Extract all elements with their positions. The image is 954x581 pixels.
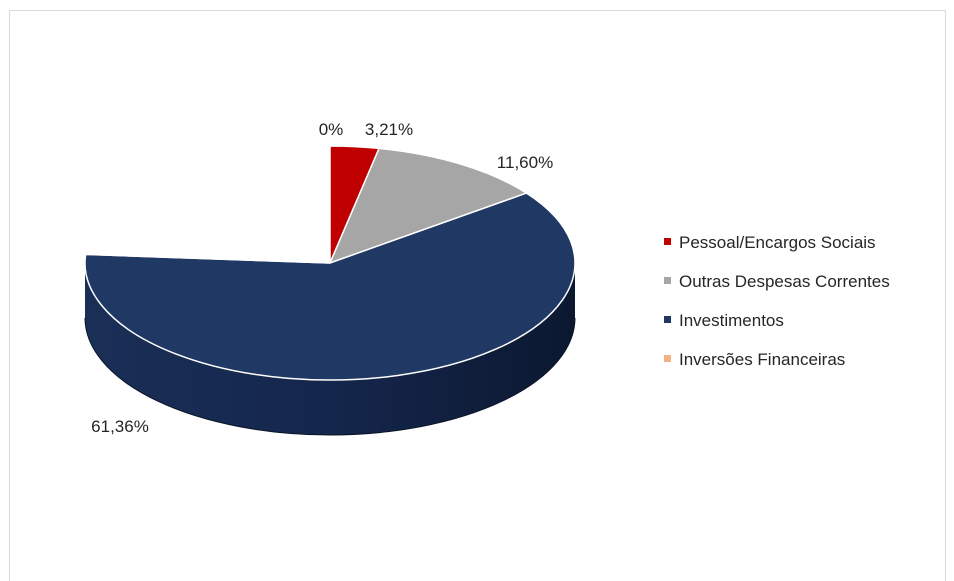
legend-swatch [664, 277, 671, 284]
legend-label: Pessoal/Encargos Sociais [679, 233, 876, 252]
legend-label: Inversões Financeiras [679, 350, 845, 369]
data-label-outras-despesas-correntes: 11,60% [497, 153, 553, 172]
pie-top [84, 145, 576, 381]
pie-slice-outras-despesas-correntes [329, 147, 528, 264]
legend-swatch [664, 316, 671, 323]
legend-item-outras-despesas-correntes: Outras Despesas Correntes [664, 272, 890, 291]
legend-item-inversoes-financeiras: Inversões Financeiras [664, 350, 845, 369]
pie-side-wall [85, 263, 575, 435]
data-labels: 3,21% 11,60% 61,36% 0% [91, 120, 553, 436]
pie-slice-investimentos [84, 192, 576, 381]
legend-swatch [664, 238, 671, 245]
legend-item-pessoal-encargos-sociais: Pessoal/Encargos Sociais [664, 233, 876, 252]
pie-side-edge [84, 317, 576, 436]
data-label-investimentos: 61,36% [91, 417, 149, 436]
legend-label: Outras Despesas Correntes [679, 272, 890, 291]
data-label-inversoes-financeiras: 0% [319, 120, 344, 139]
data-label-pessoal-encargos-sociais: 3,21% [365, 120, 413, 139]
legend: Pessoal/Encargos Sociais Outras Despesas … [664, 233, 890, 369]
legend-swatch [664, 355, 671, 362]
legend-item-investimentos: Investimentos [664, 311, 784, 330]
pie-side [84, 263, 576, 436]
pie-slice-inversoes-financeiras [85, 253, 331, 264]
legend-label: Investimentos [679, 311, 784, 330]
